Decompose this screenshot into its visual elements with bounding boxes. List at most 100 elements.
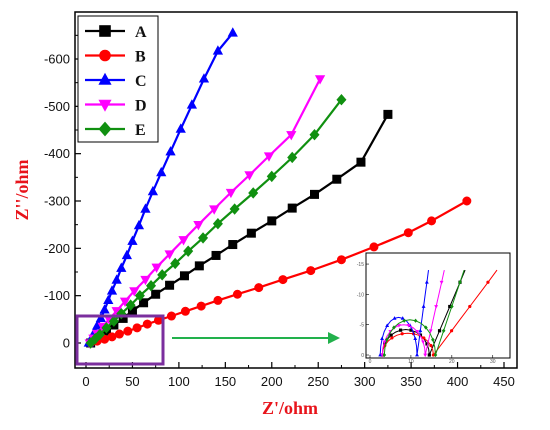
x-tick-label: 200 <box>261 374 283 389</box>
data-point <box>119 297 131 308</box>
data-point <box>211 250 221 260</box>
data-point <box>111 274 122 284</box>
data-point <box>164 250 175 260</box>
legend-label: E <box>135 122 146 139</box>
legend-entry-A: A <box>85 24 147 41</box>
data-point <box>123 326 133 336</box>
inset-data-point <box>437 329 442 333</box>
inset-data-point <box>400 332 404 336</box>
x-tick-label: 100 <box>168 374 190 389</box>
legend-marker <box>98 72 112 85</box>
x-tick-label: 300 <box>354 374 376 389</box>
inset-data-point <box>431 337 435 342</box>
y-tick-label: -200 <box>44 241 70 256</box>
data-point <box>336 94 347 106</box>
x-axis-title: Z'/ohm <box>262 398 318 418</box>
data-point <box>356 157 366 167</box>
data-point <box>369 242 379 252</box>
data-point <box>142 319 152 329</box>
data-point <box>310 189 320 199</box>
data-point <box>108 315 119 327</box>
data-point <box>287 151 298 164</box>
inset-data-point <box>486 280 490 284</box>
legend-entry-E: E <box>85 121 146 139</box>
zoom-highlight-box <box>75 314 165 366</box>
data-point <box>229 203 240 215</box>
data-point <box>125 299 136 311</box>
data-point <box>146 280 157 292</box>
inset-y-tick-label: -10 <box>357 292 364 298</box>
legend-entry-C: C <box>85 72 147 90</box>
data-point <box>267 216 277 226</box>
legend-marker <box>99 49 111 62</box>
series-layer <box>83 27 472 349</box>
inset-data-point <box>398 328 403 332</box>
legend-label: A <box>135 24 147 41</box>
data-point <box>157 269 168 281</box>
inset-data-point <box>449 304 454 309</box>
inset-data-point <box>406 324 411 328</box>
data-point <box>106 285 118 295</box>
inset-x-tick-label: 0 <box>369 359 372 365</box>
data-point <box>151 263 162 273</box>
data-point <box>462 196 472 206</box>
data-point <box>101 322 112 334</box>
data-point <box>228 240 238 250</box>
data-point <box>198 73 210 83</box>
data-point <box>198 232 209 244</box>
inset-frame <box>365 252 511 359</box>
data-point <box>248 187 259 199</box>
data-point <box>244 171 255 181</box>
data-point <box>286 131 297 141</box>
data-point <box>212 45 224 55</box>
data-point <box>196 301 206 311</box>
x-tick-label: 250 <box>307 374 329 389</box>
inset-data-point <box>382 352 387 358</box>
series-line <box>87 32 234 344</box>
inset-data-point <box>415 352 419 357</box>
inset-data-point <box>421 304 426 308</box>
data-point <box>133 219 145 230</box>
data-point <box>180 306 190 316</box>
legend-marker <box>99 25 111 37</box>
inset-data-point <box>402 318 407 323</box>
data-point <box>314 75 326 85</box>
data-point <box>186 99 198 109</box>
y-tick-label: -500 <box>44 99 70 114</box>
data-point <box>227 27 238 37</box>
data-point <box>278 275 288 285</box>
y-tick-label: 0 <box>63 336 70 351</box>
data-point <box>132 323 142 333</box>
inset-data-point <box>468 304 472 309</box>
data-point <box>232 289 242 299</box>
x-tick-label: 350 <box>400 374 422 389</box>
inset-data-point <box>449 329 454 333</box>
inset-series-line <box>379 270 429 356</box>
data-point <box>254 283 264 293</box>
inset-data-point <box>441 328 446 333</box>
data-point <box>94 328 105 341</box>
data-point <box>134 289 145 302</box>
inset-data-point <box>424 280 429 284</box>
x-tick-label: 50 <box>125 374 139 389</box>
inset-x-tick-label: 30 <box>490 359 496 365</box>
inset-data-point <box>421 340 426 345</box>
inset-data-point <box>397 324 401 328</box>
data-point <box>95 312 106 323</box>
data-point <box>194 261 204 271</box>
inset-series-line <box>381 269 498 357</box>
data-point <box>151 289 161 299</box>
inset-data-point <box>428 329 433 333</box>
data-point <box>178 236 189 246</box>
inset-series-E <box>382 269 465 358</box>
data-point <box>139 298 149 308</box>
data-point <box>114 329 124 339</box>
inset-data-point <box>400 316 405 320</box>
inset-series-C <box>378 270 429 357</box>
legend-entry-D: D <box>85 98 147 115</box>
inset-data-point <box>427 353 431 357</box>
data-point <box>166 311 176 321</box>
data-point <box>129 287 140 297</box>
data-point <box>165 146 176 156</box>
